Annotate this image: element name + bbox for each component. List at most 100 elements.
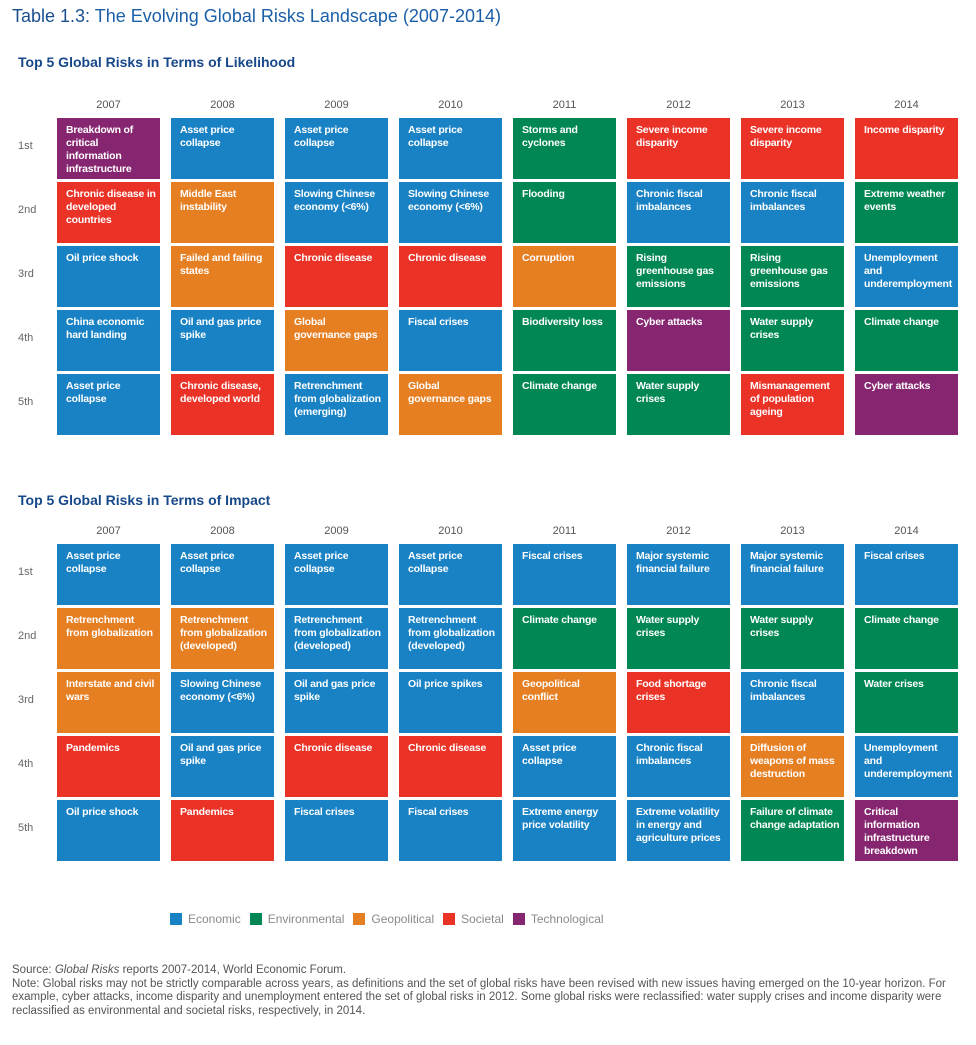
legend-item-economic: Economic xyxy=(170,912,241,926)
risk-cell-economic: Fiscal crises xyxy=(399,310,502,371)
legend-label: Societal xyxy=(461,912,504,926)
risk-cell-economic: Oil and gas price spike xyxy=(171,736,274,797)
year-header: 2012 xyxy=(666,525,691,537)
rank-label: 4th xyxy=(18,332,34,344)
risk-cell-economic: China economic hard landing xyxy=(57,310,160,371)
risk-cell-environmental: Climate change xyxy=(513,374,616,435)
risk-cell-technological: Breakdown of critical information infras… xyxy=(57,118,160,179)
risk-cell-technological: Cyber attacks xyxy=(627,310,730,371)
rank-label: 1st xyxy=(18,566,33,578)
risk-cell-economic: Slowing Chinese economy (<6%) xyxy=(399,182,502,243)
risk-cell-geopolitical: Global governance gaps xyxy=(399,374,502,435)
risk-cell-societal: Chronic disease, developed world xyxy=(171,374,274,435)
legend-swatch xyxy=(249,913,262,925)
year-header: 2013 xyxy=(780,525,805,537)
risk-cell-environmental: Climate change xyxy=(855,310,958,371)
risk-cell-economic: Major systemic financial failure xyxy=(741,544,844,605)
risk-cell-economic: Asset price collapse xyxy=(513,736,616,797)
risk-cell-societal: Severe income disparity xyxy=(741,118,844,179)
year-header: 2014 xyxy=(894,99,919,111)
table-label: Table 1.3: xyxy=(12,6,91,26)
risk-cell-societal: Chronic disease xyxy=(399,736,502,797)
risk-cell-economic: Oil price shock xyxy=(57,246,160,307)
risk-cell-economic: Fiscal crises xyxy=(855,544,958,605)
risk-cell-economic: Asset price collapse xyxy=(57,544,160,605)
risk-cell-geopolitical: Corruption xyxy=(513,246,616,307)
risk-cell-societal: Chronic disease xyxy=(285,246,388,307)
risk-cell-environmental: Climate change xyxy=(855,608,958,669)
year-header: 2010 xyxy=(438,525,463,537)
risk-cell-economic: Asset price collapse xyxy=(171,118,274,179)
legend-label: Technological xyxy=(530,912,604,926)
rank-label: 1st xyxy=(18,140,33,152)
risk-cell-societal: Chronic disease xyxy=(399,246,502,307)
risk-cell-economic: Retrenchment from globalization (develop… xyxy=(399,608,502,669)
risk-cell-environmental: Water supply crises xyxy=(741,608,844,669)
risk-cell-societal: Mismanagement of population ageing xyxy=(741,374,844,435)
risk-cell-societal: Food shortage crises xyxy=(627,672,730,733)
footnote: Source: Global Risks reports 2007-2014, … xyxy=(12,964,967,1018)
risk-cell-geopolitical: Failed and failing states xyxy=(171,246,274,307)
year-header: 2009 xyxy=(324,99,349,111)
year-header: 2014 xyxy=(894,525,919,537)
risk-cell-economic: Unemployment and underemployment xyxy=(855,246,958,307)
risk-cell-societal: Income disparity xyxy=(855,118,958,179)
risk-cell-geopolitical: Diffusion of weapons of mass destruction xyxy=(741,736,844,797)
risk-cell-geopolitical: Interstate and civil wars xyxy=(57,672,160,733)
year-header: 2008 xyxy=(210,99,235,111)
rank-label: 3rd xyxy=(18,268,34,280)
risk-cell-environmental: Rising greenhouse gas emissions xyxy=(627,246,730,307)
rank-label: 2nd xyxy=(18,630,37,642)
risk-cell-environmental: Climate change xyxy=(513,608,616,669)
impact-section-title: Top 5 Global Risks in Terms of Impact xyxy=(18,492,271,508)
legend-swatch xyxy=(443,913,456,925)
legend-item-environmental: Environmental xyxy=(249,912,345,926)
risk-cell-economic: Extreme volatility in energy and agricul… xyxy=(627,800,730,861)
risk-cell-economic: Asset price collapse xyxy=(171,544,274,605)
risk-cell-economic: Asset price collapse xyxy=(399,118,502,179)
legend-label: Economic xyxy=(188,912,241,926)
risk-cell-geopolitical: Middle East instability xyxy=(171,182,274,243)
risk-cell-societal: Pandemics xyxy=(57,736,160,797)
year-header: 2013 xyxy=(780,99,805,111)
risk-cell-economic: Fiscal crises xyxy=(513,544,616,605)
risk-cell-environmental: Rising greenhouse gas emissions xyxy=(741,246,844,307)
risk-cell-environmental: Water supply crises xyxy=(627,374,730,435)
risk-cell-technological: Critical information infrastructure brea… xyxy=(855,800,958,861)
year-header: 2008 xyxy=(210,525,235,537)
risk-cell-environmental: Failure of climate change adaptation xyxy=(741,800,844,861)
year-header: 2010 xyxy=(438,99,463,111)
risk-cell-economic: Slowing Chinese economy (<6%) xyxy=(171,672,274,733)
risk-cell-economic: Fiscal crises xyxy=(285,800,388,861)
rank-label: 5th xyxy=(18,822,34,834)
risk-cell-societal: Chronic disease in developed countries xyxy=(57,182,160,243)
legend: Economic Environmental Geopolitical Societa… xyxy=(170,912,613,926)
rank-label: 3rd xyxy=(18,694,34,706)
source-publication: Global Risks xyxy=(54,964,120,976)
legend-swatch xyxy=(353,913,366,925)
rank-label: 2nd xyxy=(18,204,37,216)
risk-cell-environmental: Storms and cyclones xyxy=(513,118,616,179)
risk-cell-environmental: Biodiversity loss xyxy=(513,310,616,371)
risk-cell-geopolitical: Retrenchment from globalization (develop… xyxy=(171,608,274,669)
risk-cell-economic: Chronic fiscal imbalances xyxy=(741,182,844,243)
legend-swatch xyxy=(170,913,182,925)
legend-label: Environmental xyxy=(267,912,345,926)
legend-label: Geopolitical xyxy=(371,912,435,926)
risk-cell-technological: Cyber attacks xyxy=(855,374,958,435)
rank-label: 4th xyxy=(18,758,34,770)
risk-cell-economic: Chronic fiscal imbalances xyxy=(627,736,730,797)
risk-cell-economic: Oil and gas price spike xyxy=(285,672,388,733)
risk-cell-economic: Retrenchment from globalization (emergin… xyxy=(285,374,388,435)
risk-cell-societal: Severe income disparity xyxy=(627,118,730,179)
risk-cell-economic: Chronic fiscal imbalances xyxy=(627,182,730,243)
risk-cell-economic: Asset price collapse xyxy=(285,544,388,605)
year-header: 2011 xyxy=(552,99,577,111)
risk-cell-environmental: Extreme weather events xyxy=(855,182,958,243)
risk-cell-societal: Pandemics xyxy=(171,800,274,861)
risk-cell-societal: Chronic disease xyxy=(285,736,388,797)
year-header: 2007 xyxy=(96,99,121,111)
risk-cell-economic: Oil price shock xyxy=(57,800,160,861)
risk-cell-economic: Chronic fiscal imbalances xyxy=(741,672,844,733)
risk-cell-economic: Major systemic financial failure xyxy=(627,544,730,605)
